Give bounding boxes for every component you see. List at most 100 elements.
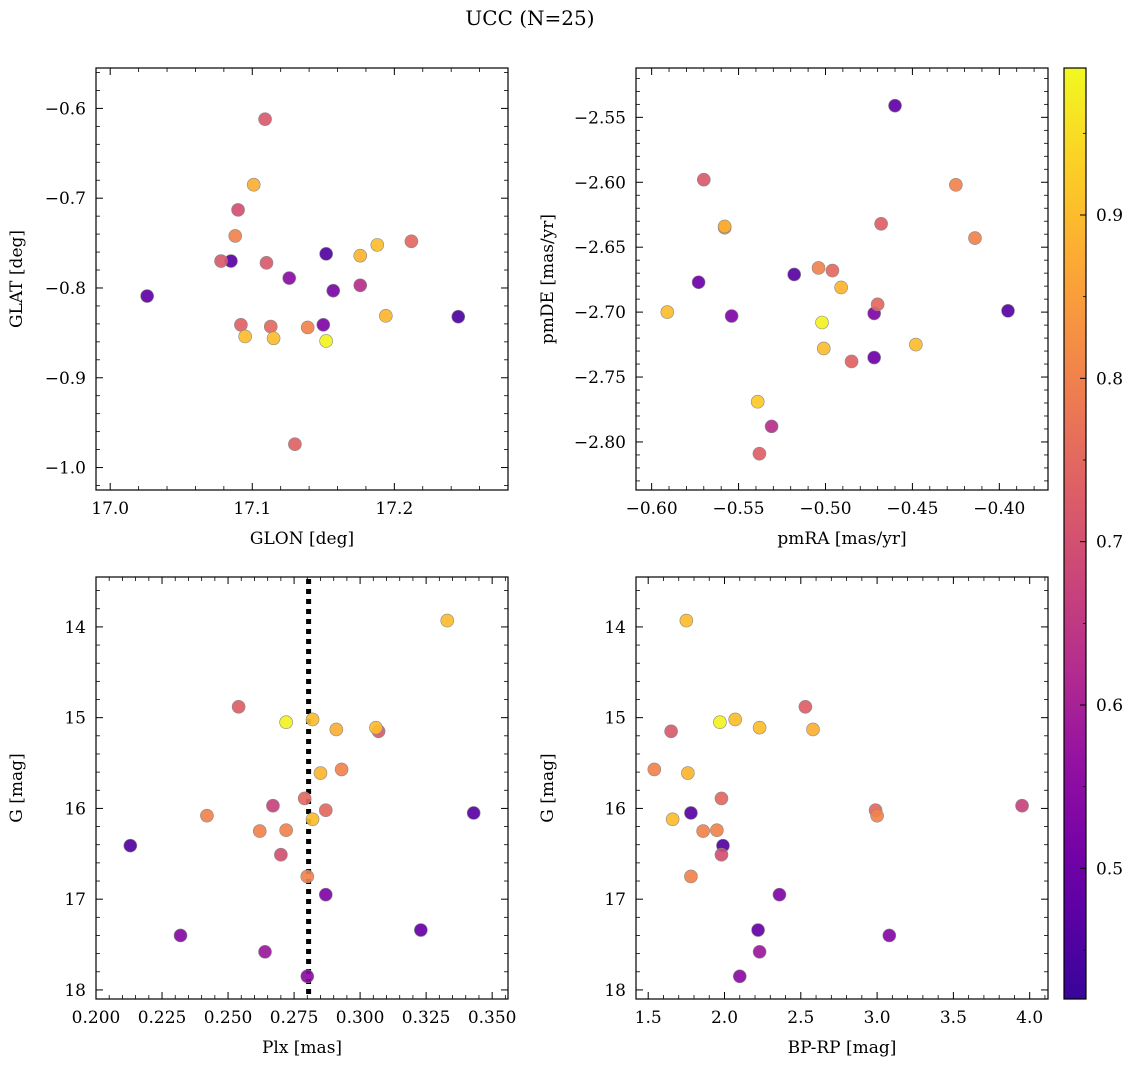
data-point bbox=[714, 847, 729, 862]
y-tick-label: −0.8 bbox=[45, 279, 86, 299]
x-axis-label: BP-RP [mag] bbox=[788, 1038, 897, 1058]
x-tick-label: 1.5 bbox=[635, 1008, 662, 1028]
colorbar-tick-label: 0.6 bbox=[1096, 696, 1123, 716]
panel-top-right: −0.60 −0.55 −0.50 −0.45 −0.40 −2.80 −2.75 −2.70… bbox=[538, 67, 1049, 549]
data-point bbox=[258, 945, 272, 959]
y-tick-label: −1.0 bbox=[45, 459, 86, 479]
data-point bbox=[258, 112, 272, 126]
data-point bbox=[764, 419, 779, 434]
data-point bbox=[200, 808, 214, 823]
data-point bbox=[665, 812, 680, 827]
data-point bbox=[252, 824, 267, 838]
data-point bbox=[297, 791, 312, 806]
x-tick-label: 4.0 bbox=[1016, 1008, 1043, 1028]
x-tick-label: 0.350 bbox=[468, 1008, 517, 1028]
y-axis-label: G [mag] bbox=[7, 753, 27, 822]
data-point bbox=[440, 613, 455, 628]
colorbar: 0.5 0.6 0.7 0.8 0.9 bbox=[1063, 67, 1123, 1000]
y-tick-label: 17 bbox=[604, 890, 626, 910]
data-point bbox=[1001, 304, 1015, 318]
data-point bbox=[300, 320, 315, 335]
data-point bbox=[811, 261, 826, 275]
data-point bbox=[370, 238, 385, 252]
x-tick-label: 2.5 bbox=[787, 1008, 814, 1028]
data-point bbox=[867, 350, 881, 365]
x-tick-label: 0.200 bbox=[72, 1008, 121, 1028]
data-point bbox=[279, 715, 293, 730]
x-tick-label: 3.5 bbox=[940, 1008, 967, 1028]
data-point bbox=[816, 341, 831, 356]
data-point bbox=[724, 309, 739, 323]
colorbar-tick-label: 0.5 bbox=[1096, 859, 1123, 879]
data-point bbox=[1015, 798, 1029, 813]
panel-bottom-left: 0.200 0.225 0.250 0.275 0.300 0.325 0.350 14 15 1… bbox=[7, 576, 517, 1058]
data-point bbox=[279, 823, 293, 838]
data-point bbox=[379, 309, 393, 323]
data-point bbox=[684, 806, 698, 820]
y-tick-label: −2.80 bbox=[574, 433, 626, 453]
y-axis-label: GLAT [deg] bbox=[7, 230, 27, 328]
y-axis-label: G [mag] bbox=[538, 753, 558, 822]
data-point bbox=[300, 869, 315, 884]
data-point bbox=[140, 289, 154, 303]
data-point bbox=[710, 823, 724, 838]
x-tick-label: −0.60 bbox=[626, 499, 678, 519]
figure-panels: 17.0 17.1 17.2 −1.0 −0.9 −0.8 −0.7 −0.6 GLON [de… bbox=[7, 67, 1049, 1058]
data-point bbox=[647, 762, 662, 777]
data-point bbox=[231, 203, 245, 217]
data-point bbox=[451, 309, 466, 324]
data-point bbox=[696, 824, 710, 838]
data-point bbox=[282, 271, 297, 285]
x-tick-label: −0.40 bbox=[973, 499, 1025, 519]
x-tick-label: 0.250 bbox=[204, 1008, 253, 1028]
data-point bbox=[684, 869, 698, 884]
data-point bbox=[334, 762, 349, 777]
y-tick-label: 14 bbox=[64, 618, 86, 638]
x-tick-label: 17.2 bbox=[375, 499, 413, 519]
data-point bbox=[274, 847, 288, 862]
data-point bbox=[353, 248, 368, 263]
y-tick-label: −2.75 bbox=[574, 368, 626, 388]
y-tick-label: 16 bbox=[64, 799, 86, 819]
data-point bbox=[353, 278, 368, 293]
data-point bbox=[664, 724, 678, 739]
x-tick-label: 0.225 bbox=[138, 1008, 187, 1028]
data-point bbox=[300, 969, 315, 984]
data-point bbox=[318, 887, 333, 902]
data-point bbox=[679, 613, 694, 628]
figure-suptitle: UCC (N=25) bbox=[465, 6, 595, 30]
data-point bbox=[798, 699, 813, 714]
data-point bbox=[681, 766, 695, 780]
data-point bbox=[714, 791, 729, 806]
data-point bbox=[173, 928, 188, 943]
data-point bbox=[825, 263, 840, 278]
data-point bbox=[231, 699, 246, 714]
data-point bbox=[713, 715, 727, 730]
data-point bbox=[696, 172, 711, 187]
y-tick-label: −0.6 bbox=[45, 99, 86, 119]
data-point bbox=[806, 722, 820, 737]
data-point bbox=[266, 331, 281, 346]
data-point bbox=[968, 231, 982, 245]
colorbar-tick-label: 0.8 bbox=[1096, 369, 1123, 389]
data-point bbox=[326, 283, 341, 298]
y-tick-label: −0.7 bbox=[45, 189, 86, 209]
x-tick-label: 0.275 bbox=[270, 1008, 319, 1028]
data-point bbox=[870, 808, 884, 823]
x-tick-label: −0.45 bbox=[886, 499, 938, 519]
data-point bbox=[318, 803, 333, 818]
data-point bbox=[728, 712, 742, 727]
data-point bbox=[123, 838, 138, 853]
data-point bbox=[844, 354, 859, 369]
x-tick-label: 2.0 bbox=[711, 1008, 738, 1028]
data-point bbox=[750, 394, 765, 409]
data-point bbox=[787, 267, 801, 282]
data-point bbox=[319, 334, 333, 348]
colorbar-gradient bbox=[1063, 67, 1087, 1000]
data-point bbox=[246, 177, 261, 192]
data-point bbox=[238, 329, 252, 344]
x-axis-label: Plx [mas] bbox=[262, 1038, 342, 1058]
data-point bbox=[266, 798, 280, 813]
panel-bottom-right: 1.5 2.0 2.5 3.0 3.5 4.0 14 15 16 17 18 BP-RP [mag] G… bbox=[538, 576, 1049, 1058]
